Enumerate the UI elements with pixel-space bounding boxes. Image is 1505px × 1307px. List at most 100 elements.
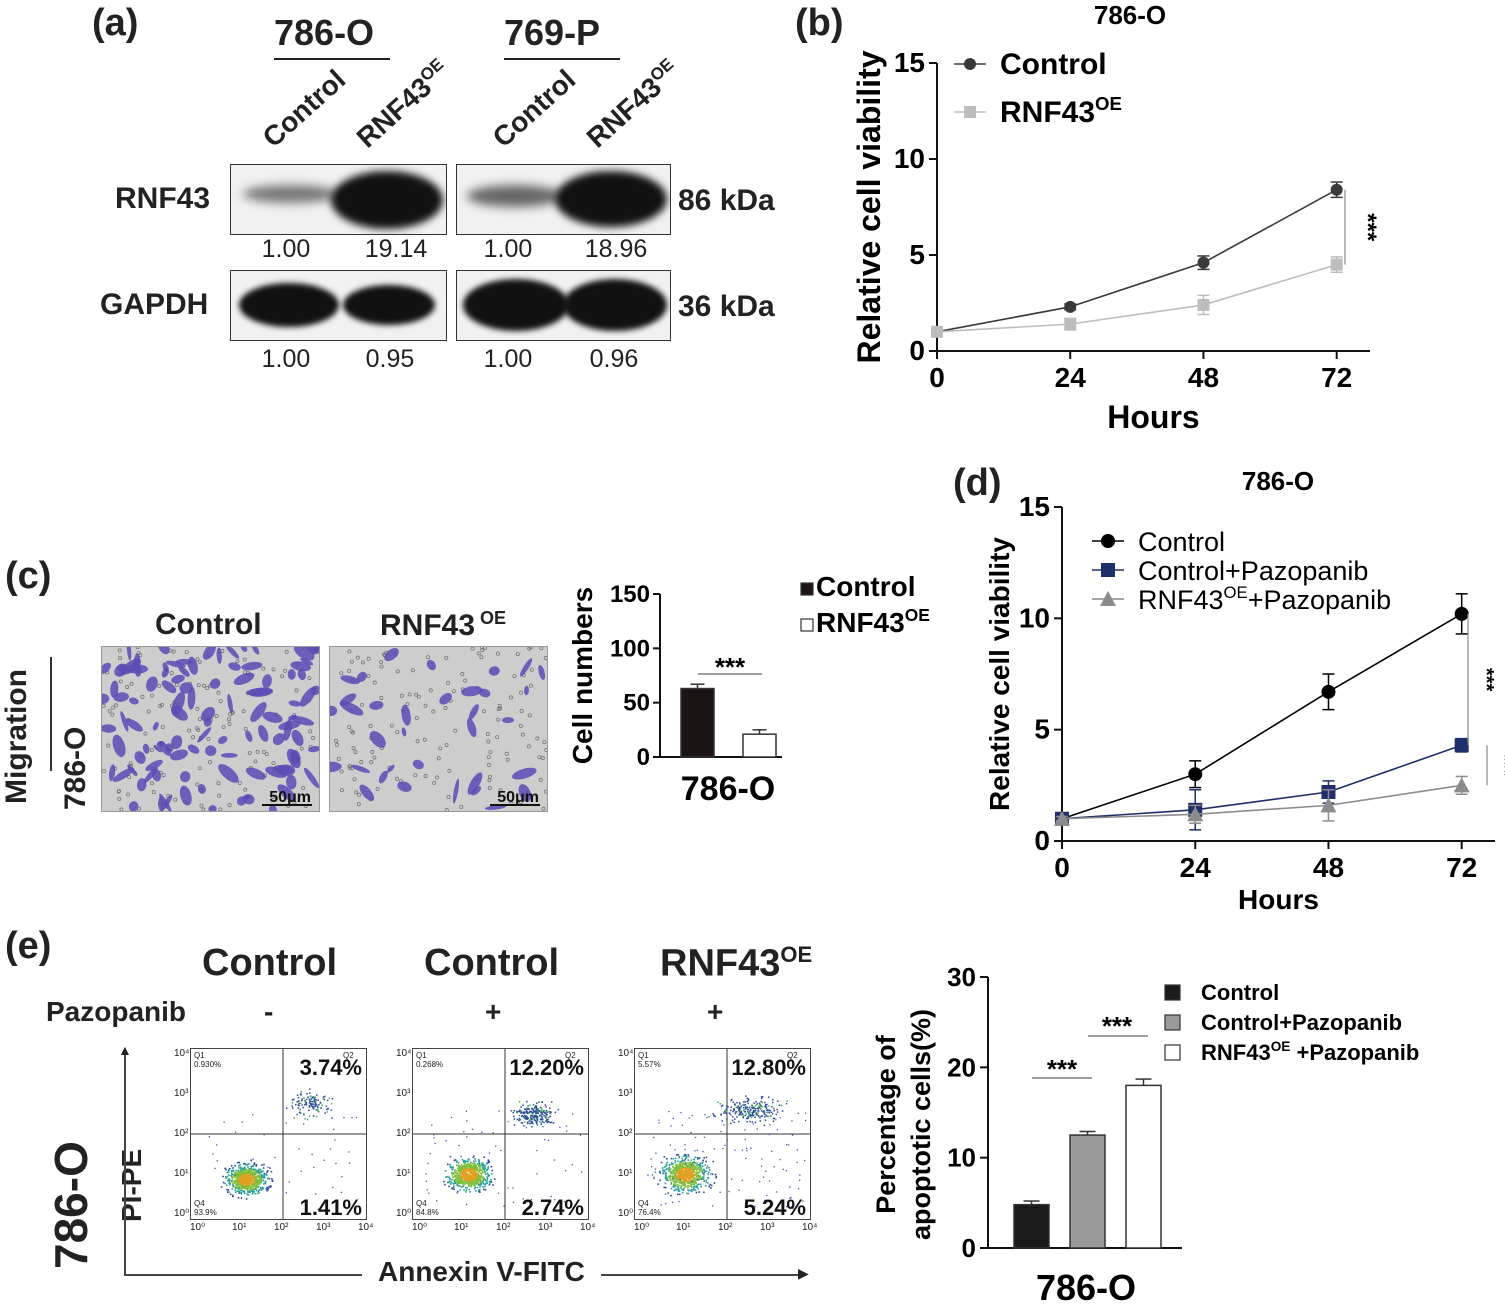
flow-event [308,1105,311,1107]
flow-event [461,1176,464,1178]
flow-event [512,1187,514,1189]
micro-pore [487,786,492,791]
flow-event [473,1167,476,1169]
data-point [1197,298,1210,311]
micro-cell [228,662,241,671]
flow-event [682,1172,685,1175]
flow-event [689,1177,692,1179]
flow-event [478,1183,480,1186]
flow-event [650,1158,652,1160]
flow-event [696,1184,698,1186]
flow-event [744,1101,747,1103]
flow-event [473,1181,476,1183]
flow-event [543,1121,545,1124]
flow-q2-percent: 12.80% [731,1055,806,1080]
flow-event [711,1173,714,1175]
flow-event [246,1164,249,1166]
flow-event [704,1185,707,1187]
flow-event [665,1179,668,1181]
legend-label: Control+Pazopanib [1138,556,1368,586]
flow-event [459,1178,462,1181]
data-point [1188,767,1203,782]
flow-event [232,1195,234,1198]
flow-event [245,1178,247,1181]
flow-event [495,1145,497,1147]
flow-event [672,1157,675,1160]
flow-event [682,1183,685,1186]
flow-event [696,1186,699,1188]
micro-pore [113,703,118,708]
micro-pore [505,757,510,762]
flow-event [260,1181,263,1184]
flow-event [478,1159,480,1161]
micro-cell [297,668,306,681]
flow-event [256,1178,258,1181]
micro-pore [444,808,449,811]
flow-event [752,1123,755,1125]
flow-event [311,1105,314,1107]
flow-event [531,1118,534,1121]
flow-event [355,1116,358,1119]
flow-event [733,1108,735,1110]
micro-cell [170,705,188,721]
flow-event [326,1111,328,1113]
wb-underline-786o [274,58,390,60]
flow-event [791,1120,793,1122]
flow-event [797,1188,800,1190]
flow-event [296,1113,299,1116]
flow-event [482,1166,485,1169]
flow-event [734,1103,736,1105]
flow-event [692,1180,695,1182]
flow-event [772,1120,775,1122]
flow-event [754,1121,757,1124]
flow-event [247,1193,250,1196]
flow-event [251,1192,254,1195]
flow-event [255,1188,257,1191]
flow-event [688,1189,690,1192]
micro-pore [446,795,451,799]
flow-event [474,1158,476,1160]
flow-y-tick-label: 10⁴ [618,1048,634,1059]
data-point [1330,258,1343,271]
micro-pore [366,656,371,661]
flow-event [699,1176,701,1178]
flow-event [247,1175,250,1178]
flow-event [251,1184,254,1187]
flow-event [331,1098,334,1100]
flow-event [265,1188,268,1190]
flow-event [528,1108,530,1110]
flow-event [467,1180,470,1182]
flow-event [317,1110,319,1112]
flow-event [738,1106,741,1109]
micro-pore [161,773,166,778]
flow-event [683,1179,685,1182]
micro-pore [504,751,509,756]
flow-event [234,1164,236,1167]
flow-event [709,1183,712,1186]
flow-event [237,1176,240,1179]
flow-event [488,1180,491,1183]
flow-event [232,1170,235,1173]
flow-event [740,1110,742,1113]
flow-event [267,1166,269,1168]
micro-pore [347,668,352,673]
flow-event [228,1179,231,1182]
flow-event [244,1181,246,1184]
micro-cell [158,796,164,811]
chart-title: 786-O [681,770,776,808]
flow-event [791,1134,794,1136]
flow-event [676,1175,679,1178]
flow-event [309,1099,311,1101]
micro-pore [117,796,122,801]
flow-event [261,1188,264,1191]
y-tick-label: 5 [909,239,925,270]
flow-event [691,1179,694,1182]
flow-event [529,1122,531,1125]
micro-pore [102,704,106,708]
flow-event [457,1179,459,1182]
flow-event [234,1186,237,1188]
flow-event [541,1120,544,1123]
flow-event [250,1165,253,1168]
flow-event [733,1109,735,1112]
flow-event [469,1161,472,1164]
